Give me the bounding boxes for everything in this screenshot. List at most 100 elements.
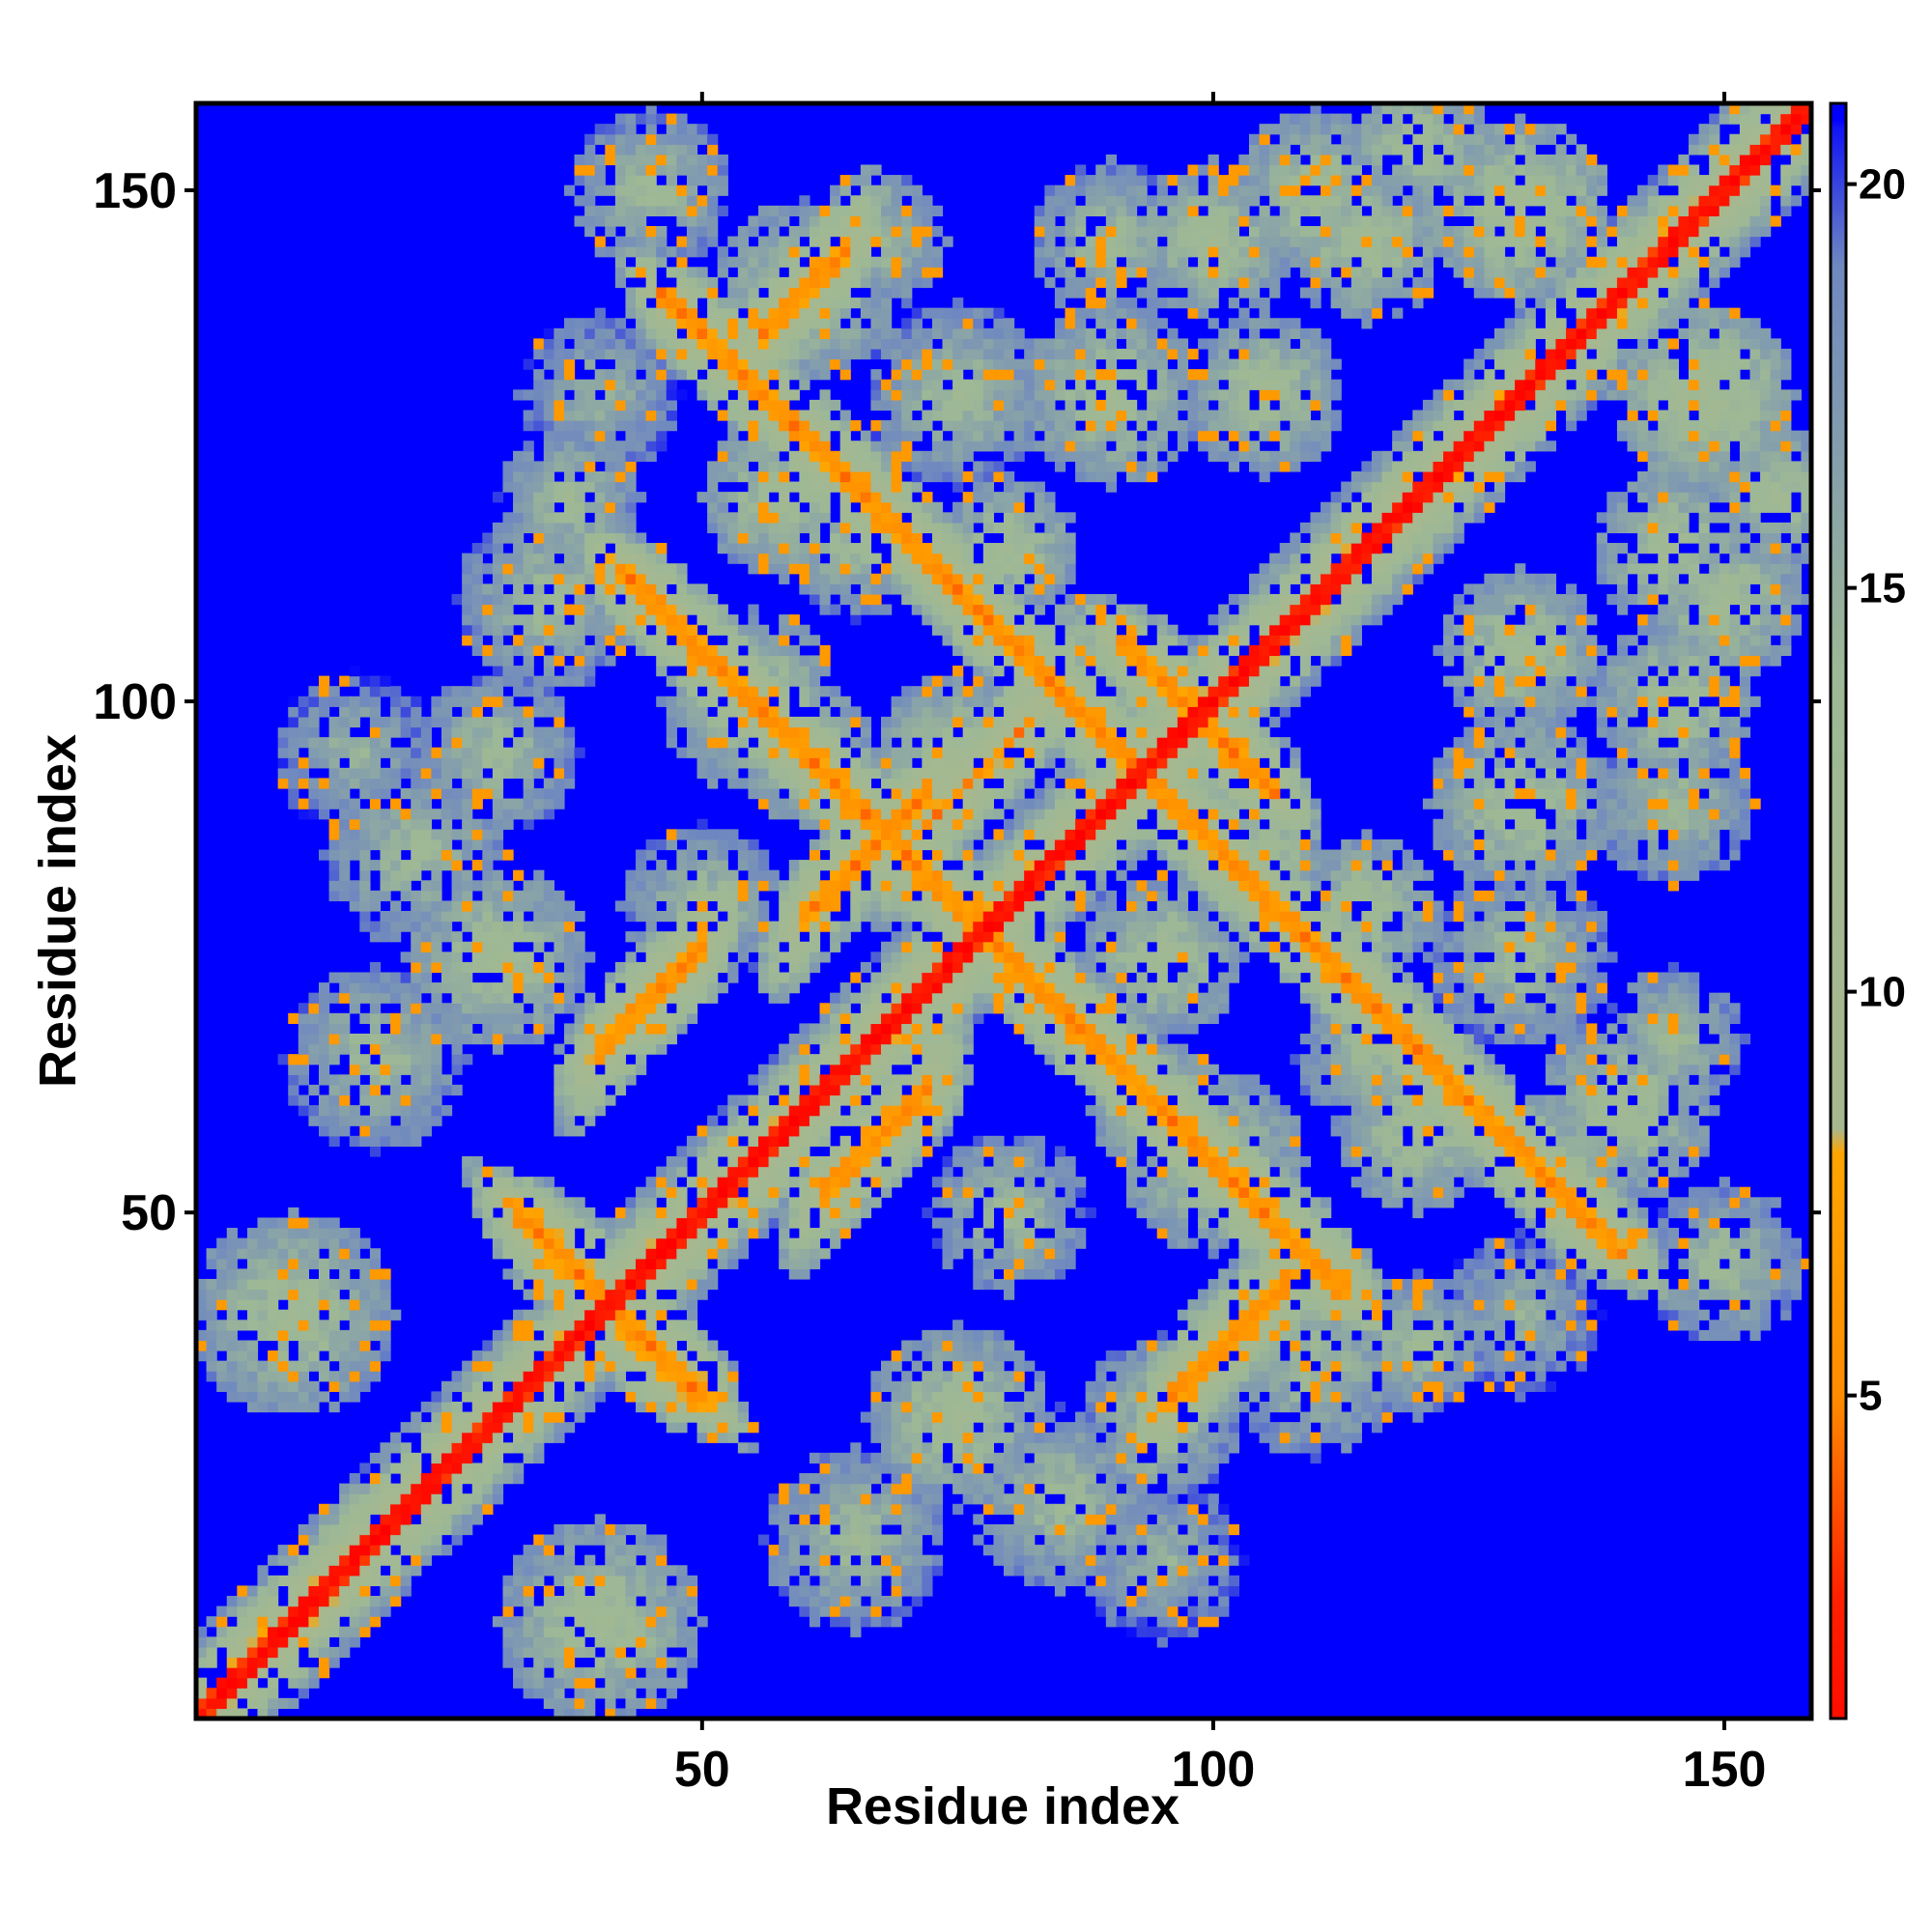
heatmap-cell xyxy=(676,624,688,636)
heatmap-cell xyxy=(411,1125,422,1137)
heatmap-cell xyxy=(717,961,728,974)
heatmap-cell xyxy=(400,1094,412,1106)
heatmap-cell xyxy=(799,1483,810,1494)
heatmap-cell xyxy=(513,1391,525,1403)
heatmap-cell xyxy=(237,1320,248,1331)
heatmap-cell xyxy=(891,880,902,892)
heatmap-cell xyxy=(768,1186,780,1198)
heatmap-cell xyxy=(707,1135,719,1147)
heatmap-cell xyxy=(737,492,750,503)
heatmap-cell xyxy=(339,1483,351,1494)
heatmap-cell xyxy=(420,788,432,800)
heatmap-cell xyxy=(891,838,902,851)
heatmap-cell xyxy=(523,778,534,789)
heatmap-cell xyxy=(860,1115,872,1126)
heatmap-cell xyxy=(614,133,627,145)
heatmap-cell xyxy=(462,1012,473,1024)
heatmap-cell xyxy=(676,256,688,268)
heatmap-cell xyxy=(666,573,677,584)
heatmap-cell xyxy=(554,1657,565,1668)
heatmap-cell xyxy=(860,175,872,186)
heatmap-cell xyxy=(471,726,483,738)
heatmap-cell xyxy=(737,501,750,513)
heatmap-cell xyxy=(605,1054,616,1065)
heatmap-cell xyxy=(676,675,688,687)
heatmap-cell xyxy=(257,1237,269,1249)
heatmap-cell xyxy=(502,512,514,524)
heatmap-cell xyxy=(870,256,882,268)
heatmap-cell xyxy=(656,1575,668,1587)
heatmap-cell xyxy=(523,492,534,503)
heatmap-cell xyxy=(830,716,841,728)
heatmap-cell xyxy=(482,1432,494,1443)
heatmap-cell xyxy=(288,1646,299,1659)
heatmap-cell xyxy=(614,164,627,176)
heatmap-cell xyxy=(563,450,576,462)
heatmap-cell xyxy=(533,420,545,432)
heatmap-cell xyxy=(420,798,432,810)
heatmap-cell xyxy=(563,757,576,769)
heatmap-cell xyxy=(717,921,728,932)
heatmap-cell xyxy=(636,543,647,554)
heatmap-cell xyxy=(850,737,862,749)
heatmap-cell xyxy=(625,298,637,309)
heatmap-cell xyxy=(830,1094,841,1106)
heatmap-cell xyxy=(288,1360,299,1372)
heatmap-cell xyxy=(830,1074,841,1086)
heatmap-cell xyxy=(819,298,831,309)
heatmap-cell xyxy=(369,1329,382,1342)
heatmap-cell xyxy=(696,675,708,687)
heatmap-cell xyxy=(369,788,382,800)
heatmap-cell xyxy=(636,1023,647,1035)
heatmap-cell xyxy=(411,1012,422,1024)
heatmap-cell xyxy=(768,287,780,298)
heatmap-cell xyxy=(440,1380,453,1392)
heatmap-cell xyxy=(318,1646,330,1659)
heatmap-cell xyxy=(870,860,882,871)
heatmap-cell xyxy=(788,1033,800,1045)
heatmap-cell xyxy=(830,941,841,952)
heatmap-cell xyxy=(605,532,616,544)
heatmap-cell xyxy=(707,911,719,923)
heatmap-cell xyxy=(594,1616,606,1628)
heatmap-cell xyxy=(543,543,554,554)
heatmap-cell xyxy=(768,961,780,974)
heatmap-cell xyxy=(809,809,821,820)
heatmap-cell xyxy=(768,1064,780,1075)
heatmap-cell xyxy=(584,1320,596,1331)
heatmap-cell xyxy=(636,175,647,186)
heatmap-cell xyxy=(707,144,719,156)
heatmap-cell xyxy=(819,716,831,728)
heatmap-cell xyxy=(462,716,473,728)
heatmap-cell xyxy=(799,573,810,584)
heatmap-cell xyxy=(809,543,821,554)
heatmap-cell xyxy=(839,358,851,370)
heatmap-cell xyxy=(440,1452,453,1464)
heatmap-cell xyxy=(594,1380,606,1392)
heatmap-cell xyxy=(696,992,708,1004)
heatmap-cell xyxy=(891,450,902,462)
heatmap-cell xyxy=(563,532,576,544)
heatmap-cell xyxy=(686,644,698,657)
heatmap-cell xyxy=(369,1064,382,1075)
heatmap-cell xyxy=(369,1105,382,1117)
heatmap-cell xyxy=(768,1503,780,1515)
heatmap-cell xyxy=(727,972,739,983)
heatmap-cell xyxy=(748,880,759,892)
heatmap-cell xyxy=(809,481,821,493)
heatmap-cell xyxy=(543,1228,554,1239)
heatmap-cell xyxy=(696,757,708,769)
heatmap-cell xyxy=(696,726,708,738)
heatmap-cell xyxy=(462,737,473,749)
heatmap-cell xyxy=(349,1105,360,1117)
heatmap-cell xyxy=(492,604,504,615)
heatmap-cell xyxy=(277,1217,289,1229)
heatmap-cell xyxy=(523,767,534,780)
heatmap-cell xyxy=(758,1094,770,1106)
heatmap-cell xyxy=(860,164,872,176)
heatmap-cell xyxy=(686,144,698,156)
heatmap-cell xyxy=(870,1422,882,1434)
heatmap-cell xyxy=(400,1523,412,1536)
heatmap-cell xyxy=(584,1033,596,1045)
heatmap-cell xyxy=(696,1616,708,1628)
